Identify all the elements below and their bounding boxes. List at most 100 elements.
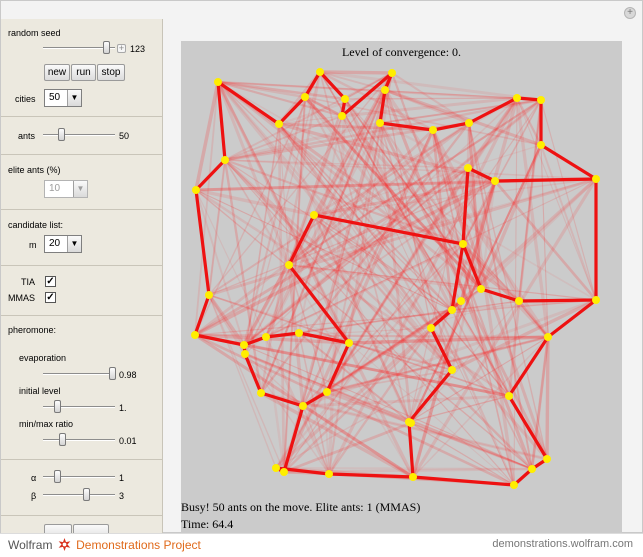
pheromone-edge (459, 180, 497, 302)
pheromone-edge (431, 129, 521, 302)
slider-thumb[interactable] (58, 128, 65, 141)
expand-icon[interactable]: + (624, 7, 636, 19)
pheromone-edge (304, 96, 482, 290)
tour-edge (431, 121, 471, 132)
initial-level-value: 1. (119, 403, 127, 413)
pheromone-edge (217, 80, 343, 118)
pheromone-edge (195, 189, 267, 338)
wolfram-brand[interactable]: Wolfram Demonstrations Project (8, 538, 201, 552)
pheromone-edge (278, 115, 343, 125)
pheromone-edge (208, 294, 277, 469)
pheromone-edge (224, 159, 533, 470)
pheromone-edge (466, 167, 516, 486)
status-text: Busy! 50 ants on the move. Elite ants: 1… (181, 500, 421, 514)
elite-ants-dropdown[interactable]: 10 ▼ (44, 180, 88, 198)
pheromone-edge (194, 166, 469, 337)
pheromone-edge (217, 81, 453, 311)
city-node (345, 339, 353, 347)
random-seed-slider[interactable] (43, 41, 115, 54)
partial-button[interactable] (44, 524, 72, 534)
pheromone-edge (224, 159, 290, 266)
cities-dropdown[interactable]: 50 ▼ (44, 89, 82, 107)
pheromone-edge (516, 97, 597, 301)
expand-slider-icon[interactable]: + (117, 43, 126, 53)
tour-edge (312, 213, 465, 246)
footer-bar: Wolfram Demonstrations Project demonstra… (0, 533, 643, 557)
pheromone-edge (194, 299, 597, 336)
pheromone-edge (451, 309, 533, 470)
min-max-ratio-slider[interactable] (43, 433, 115, 446)
pheromone-edge (518, 300, 549, 338)
city-node (528, 465, 536, 473)
slider-thumb[interactable] (103, 41, 111, 54)
tour-edge (194, 158, 227, 192)
mmas-checkbox[interactable]: ✓ (45, 292, 56, 303)
slider-thumb[interactable] (54, 400, 62, 413)
pheromone-edge (224, 115, 343, 161)
city-node (205, 291, 213, 299)
pheromone-edge (216, 81, 415, 478)
pheromone-edge (244, 353, 304, 407)
tour-edge (411, 475, 516, 487)
pheromone-edge (379, 99, 542, 124)
evaporation-slider[interactable] (43, 367, 117, 380)
city-node (192, 186, 200, 194)
pheromone-edge (243, 99, 542, 346)
initial-level-slider[interactable] (43, 400, 115, 413)
tour-edge (287, 213, 316, 267)
pheromone-edge (277, 123, 286, 473)
pheromone-edge (260, 391, 414, 479)
slider-thumb[interactable] (54, 470, 62, 483)
stop-button[interactable]: stop (97, 64, 125, 81)
pheromone-edge (278, 123, 510, 397)
pheromone-edge (288, 99, 542, 266)
candidate-m-dropdown[interactable]: 20 ▼ (44, 235, 82, 253)
ants-slider[interactable] (43, 128, 115, 141)
city-node (457, 297, 465, 305)
pheromone-edge (224, 158, 464, 246)
pheromone-edge (275, 369, 453, 469)
pheromone-edge (431, 129, 454, 311)
slider-thumb[interactable] (109, 367, 117, 380)
partial-button[interactable] (73, 524, 109, 534)
elite-ants-label: elite ants (%) (8, 165, 61, 175)
city-node (543, 455, 551, 463)
run-button[interactable]: run (71, 64, 96, 81)
pheromone-edge (288, 264, 328, 393)
pheromone-edge (302, 298, 597, 408)
pheromone-edge (408, 167, 469, 423)
pheromone-edge (194, 71, 321, 336)
ants-label: ants (18, 131, 36, 141)
new-button[interactable]: new (44, 64, 70, 81)
city-node (510, 481, 518, 489)
pheromone-edge (260, 122, 470, 394)
pheromone-edge (244, 97, 518, 355)
city-node (537, 96, 545, 104)
city-node (592, 175, 600, 183)
beta-slider[interactable] (43, 488, 115, 501)
pheromone-edge (327, 122, 382, 475)
pheromone-edge (277, 123, 411, 423)
slider-thumb[interactable] (58, 433, 66, 446)
city-node (285, 261, 293, 269)
tour-edge (546, 298, 598, 339)
alpha-slider[interactable] (43, 470, 115, 483)
pheromone-edge (217, 80, 346, 101)
pheromone-edge (288, 115, 343, 266)
pheromone-edge (208, 72, 393, 296)
pheromone-edge (379, 122, 453, 371)
candidate-list-label: candidate list: (8, 220, 64, 230)
city-node (388, 69, 396, 77)
pheromone-edge (259, 71, 322, 394)
pheromone-edge (319, 70, 393, 75)
pheromone-edge (275, 97, 518, 469)
pheromone-edge (410, 300, 520, 424)
city-node (491, 177, 499, 185)
site-link[interactable]: demonstrations.wolfram.com (492, 538, 633, 550)
pheromone-edge (302, 404, 414, 479)
chevron-down-icon: ▼ (67, 90, 81, 106)
pheromone-edge (304, 96, 343, 117)
tia-checkbox[interactable]: ✓ (45, 276, 56, 287)
slider-thumb[interactable] (83, 488, 91, 501)
pheromone-edge (224, 159, 453, 371)
